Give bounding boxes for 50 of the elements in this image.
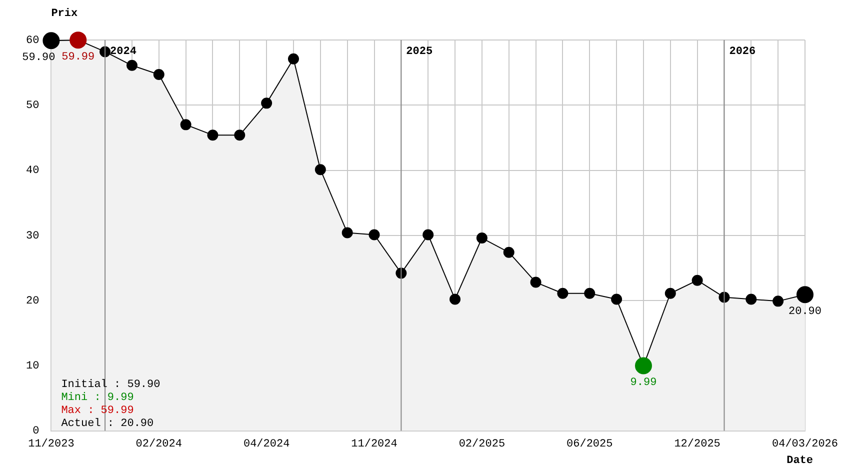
point — [261, 98, 272, 109]
y-tick-label: 40 — [26, 165, 40, 178]
annotation: 2026 — [729, 46, 756, 58]
x-tick-label: 11/2023 — [28, 438, 74, 450]
x-tick-label: 04/03/2026 — [772, 438, 838, 450]
point — [692, 274, 703, 286]
data-label: 9.99 — [630, 377, 657, 390]
annotation: Actuel : 20.90 — [61, 418, 154, 430]
point — [342, 227, 353, 238]
point — [126, 60, 138, 71]
y-tick-label: 50 — [26, 100, 40, 112]
annotation: Max : 59.99 — [61, 404, 134, 417]
point — [530, 276, 542, 288]
y-tick-label: 10 — [26, 360, 40, 373]
point — [664, 288, 676, 299]
annotation: Initial : 59.90 — [61, 378, 160, 391]
point — [314, 164, 326, 176]
y-tick-label: 20 — [26, 295, 40, 308]
point — [368, 229, 380, 240]
data-label: 59.90 — [22, 52, 56, 64]
point — [153, 69, 164, 80]
x-tick-label: 02/2025 — [458, 438, 506, 450]
x-tick-label: 12/2025 — [674, 438, 720, 450]
point — [450, 294, 461, 305]
x-tick-label: 06/2025 — [566, 438, 613, 450]
annotation: 2025 — [406, 46, 433, 58]
data-label: 59.99 — [62, 51, 95, 64]
point — [746, 294, 757, 305]
point — [180, 119, 192, 130]
x-tick-label: 04/2024 — [243, 438, 290, 450]
point — [557, 288, 568, 299]
point — [476, 232, 488, 244]
y-tick-label: 30 — [26, 230, 40, 242]
point — [503, 246, 514, 258]
y-axis-title: Prix — [51, 8, 78, 20]
point — [207, 130, 218, 141]
y-tick-label: 0 — [32, 426, 40, 438]
point — [422, 229, 434, 240]
x-tick-label: 02/2024 — [136, 438, 182, 450]
annotation: 2024 — [110, 46, 137, 58]
point — [234, 130, 246, 141]
point — [584, 288, 596, 299]
point — [611, 294, 622, 305]
y-tick-label: 60 — [26, 34, 40, 47]
annotation: Mini : 9.99 — [61, 392, 134, 404]
x-tick-label: 11/2024 — [351, 438, 398, 450]
point — [288, 53, 299, 64]
point — [772, 296, 784, 307]
x-axis-title: Date — [786, 454, 814, 467]
data-label: 20.90 — [788, 306, 822, 318]
